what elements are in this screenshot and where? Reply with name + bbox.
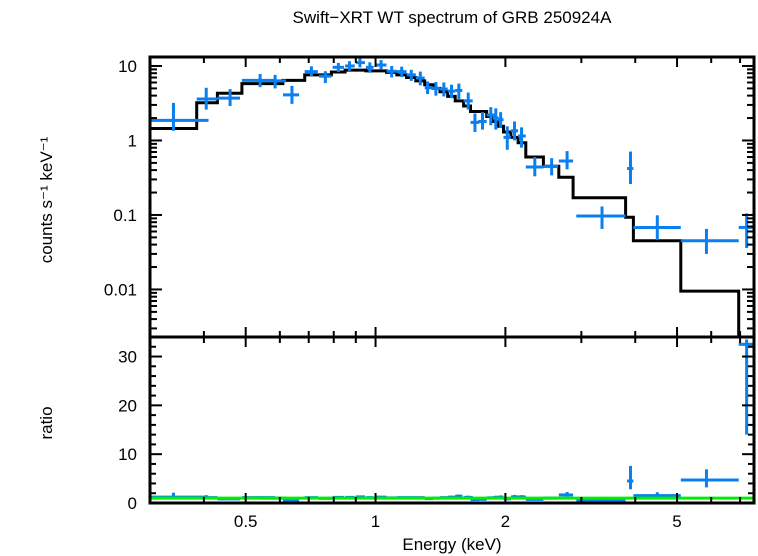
spectrum-data-point bbox=[424, 81, 434, 95]
ratio-y-tick-label: 20 bbox=[118, 396, 137, 415]
ratio-y-tick-label: 0 bbox=[128, 494, 137, 513]
ratio-data-point bbox=[627, 465, 634, 490]
spectrum-axis-ticks bbox=[149, 57, 754, 337]
ratio-panel: 0 10 20 30 ratio bbox=[37, 335, 756, 513]
spectrum-data-point bbox=[455, 83, 463, 100]
ratio-data-point bbox=[576, 498, 626, 502]
spectrum-data-point bbox=[470, 113, 480, 132]
spectrum-data-point bbox=[518, 127, 526, 148]
spectrum-data-point bbox=[396, 66, 407, 78]
spectrum-data-point bbox=[304, 66, 318, 77]
spectrum-data-point bbox=[543, 158, 559, 176]
spectrum-data-point bbox=[576, 206, 626, 229]
spectrum-data-point bbox=[439, 82, 448, 97]
spectrum-data-points bbox=[150, 57, 754, 254]
spectrum-data-point bbox=[503, 126, 511, 150]
x-tick-label: 5 bbox=[672, 512, 681, 531]
spectrum-y-tick-label: 0.01 bbox=[104, 280, 137, 299]
spectrum-data-point bbox=[406, 69, 416, 81]
ratio-panel-frame bbox=[148, 335, 756, 505]
spectrum-data-point bbox=[386, 65, 397, 78]
spectrum-data-point bbox=[415, 71, 425, 86]
spectrum-y-tick-label: 1 bbox=[128, 131, 137, 150]
ratio-axis-ticks bbox=[149, 336, 754, 504]
spectrum-y-axis-title: counts s⁻¹ keV⁻¹ bbox=[37, 136, 56, 263]
spectrum-data-point bbox=[492, 108, 499, 130]
ratio-data-point bbox=[680, 469, 739, 488]
ratio-data-point bbox=[738, 339, 754, 435]
spectrum-panel: 10 1 0.1 0.01 counts s⁻¹ keV⁻¹ bbox=[37, 55, 756, 339]
ratio-y-tick-label: 30 bbox=[118, 348, 137, 367]
spectrum-data-point bbox=[365, 62, 374, 73]
spectrum-data-point bbox=[447, 84, 456, 99]
x-tick-label: 2 bbox=[501, 512, 510, 531]
x-tick-label: 0.5 bbox=[234, 512, 258, 531]
spectrum-data-point bbox=[217, 89, 240, 107]
spectrum-data-point bbox=[150, 102, 209, 131]
model-step-path bbox=[150, 68, 743, 339]
spectrum-data-point bbox=[345, 61, 355, 71]
spectrum-y-tick-label: 10 bbox=[118, 57, 137, 76]
chart-title: Swift−XRT WT spectrum of GRB 250924A bbox=[293, 8, 613, 27]
spectrum-data-point bbox=[463, 92, 473, 110]
spectrum-data-point bbox=[558, 151, 574, 170]
spectrum-y-tick-label: 0.1 bbox=[113, 206, 137, 225]
ratio-data-point bbox=[558, 492, 574, 497]
x-tick-labels: 0.5 1 2 5 bbox=[234, 512, 682, 531]
spectrum-data-point bbox=[196, 87, 218, 110]
spectrum-data-point bbox=[627, 151, 634, 185]
spectrum-panel-frame bbox=[148, 55, 756, 339]
ratio-y-tick-labels: 0 10 20 30 bbox=[118, 348, 137, 513]
spectrum-data-point bbox=[633, 215, 681, 241]
spectrum-data-point bbox=[497, 112, 504, 128]
spectrum-y-tick-labels: 10 1 0.1 0.01 bbox=[104, 57, 137, 299]
spectrum-data-point bbox=[680, 228, 739, 254]
ratio-data-points bbox=[150, 339, 754, 502]
spectrum-data-point bbox=[260, 74, 286, 89]
spectrum-data-point bbox=[478, 112, 487, 130]
spectrum-data-point bbox=[486, 107, 495, 126]
spectrum-data-point bbox=[319, 71, 332, 84]
spectrum-data-point bbox=[355, 57, 365, 68]
ratio-y-tick-label: 10 bbox=[118, 445, 137, 464]
x-axis-title: Energy (keV) bbox=[402, 535, 501, 554]
spectrum-data-point bbox=[525, 156, 544, 177]
spectrum-data-point bbox=[375, 60, 387, 70]
model-step-line bbox=[150, 68, 743, 339]
spectrum-data-point bbox=[332, 62, 344, 73]
spectrum-data-point bbox=[282, 85, 300, 104]
x-tick-label: 1 bbox=[371, 512, 380, 531]
spectrum-data-point bbox=[510, 121, 519, 141]
spectrum-data-point bbox=[431, 81, 440, 96]
ratio-y-axis-title: ratio bbox=[37, 406, 56, 439]
